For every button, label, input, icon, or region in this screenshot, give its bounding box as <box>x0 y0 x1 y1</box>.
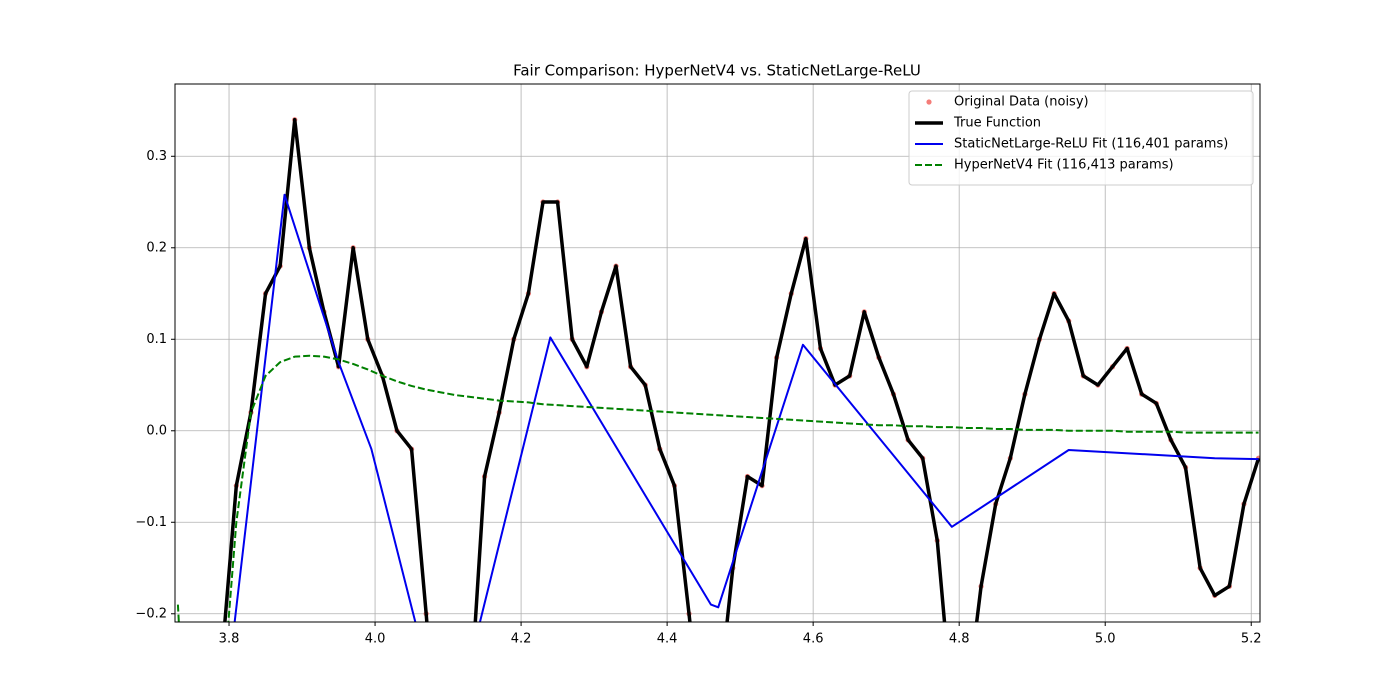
legend-label: True Function <box>953 116 1041 131</box>
legend-box <box>908 90 1254 186</box>
x-tick-label: 5.2 <box>1241 632 1262 647</box>
x-tick-label: 4.6 <box>803 632 824 647</box>
series-line <box>223 117 1260 622</box>
x-tick-label: 4.2 <box>511 632 532 647</box>
x-tick-label: 4.4 <box>657 632 678 647</box>
series-line <box>176 354 1259 622</box>
legend-label: Original Data (noisy) <box>954 95 1089 110</box>
series-line <box>233 193 1259 622</box>
y-tick-label: −0.2 <box>135 606 167 621</box>
axes-frame <box>174 83 1261 623</box>
y-tick-label: 0.1 <box>146 332 167 347</box>
legend-label: StaticNetLarge-ReLU Fit (116,401 params) <box>954 137 1228 152</box>
data-point <box>219 657 224 662</box>
x-tick-label: 4.8 <box>949 632 970 647</box>
y-tick-label: −0.1 <box>135 515 167 530</box>
y-tick-label: 0.2 <box>146 240 167 255</box>
x-tick-label: 5.0 <box>1095 632 1116 647</box>
chart-title: Fair Comparison: HyperNetV4 vs. StaticNe… <box>513 62 921 80</box>
x-tick-label: 3.8 <box>219 632 240 647</box>
plot-area <box>176 117 1260 662</box>
ticks: 3.8 4.0 4.2 4.4 4.6 4.8 5.0 5.2 −0.2 −0.1 0.0 0.1 0.… <box>135 149 1261 647</box>
legend-marker <box>926 99 932 105</box>
legend-label: HyperNetV4 Fit (116,413 params) <box>954 158 1174 173</box>
y-tick-label: 0.3 <box>146 149 167 164</box>
x-tick-label: 4.0 <box>365 632 386 647</box>
y-tick-label: 0.0 <box>146 423 167 438</box>
legend: Original Data (noisy) True Function Static… <box>908 90 1254 186</box>
